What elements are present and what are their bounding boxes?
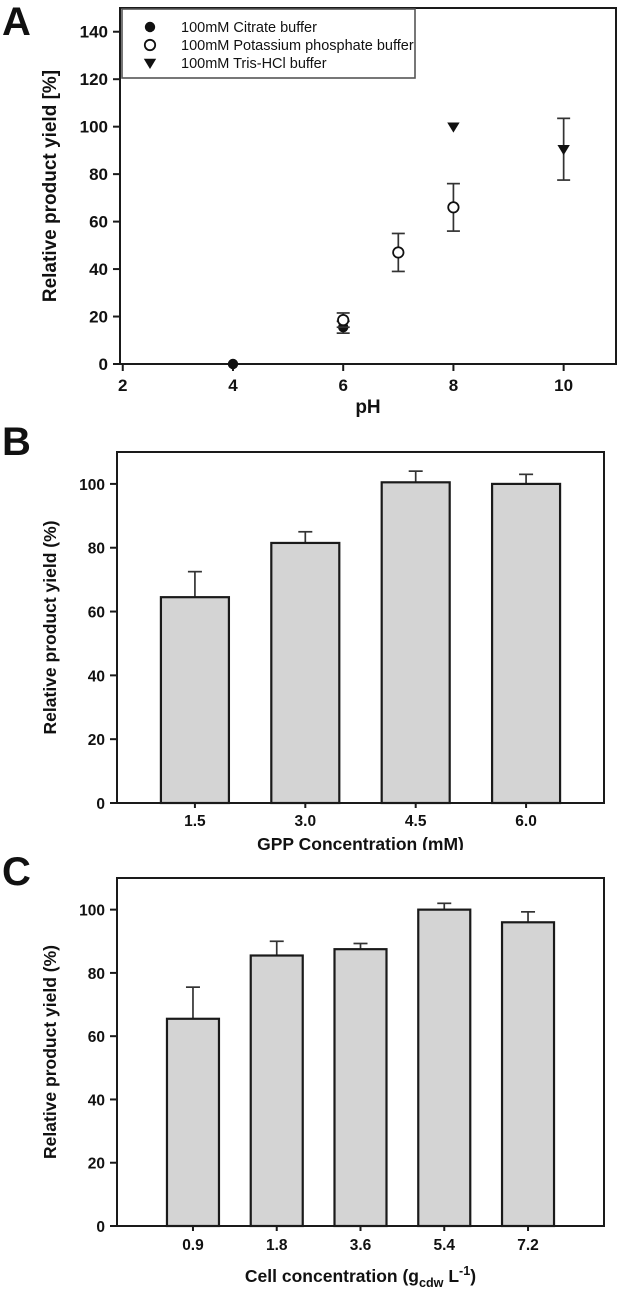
- x-tick-label: 5.4: [433, 1237, 455, 1254]
- x-axis-label-superscript: -1: [459, 1264, 470, 1278]
- y-tick-label: 100: [80, 118, 108, 137]
- x-tick-label: 7.2: [517, 1237, 539, 1254]
- data-point-open-circle: [392, 246, 405, 259]
- legend-label: 100mM Tris-HCl buffer: [181, 56, 327, 72]
- y-tick-label: 120: [80, 70, 108, 89]
- data-point-filled-circle: [227, 358, 239, 370]
- x-axis-label-main: Cell concentration (g: [245, 1266, 419, 1286]
- y-tick-label: 20: [88, 1156, 105, 1173]
- data-point-open-circle: [143, 38, 157, 52]
- bar: [500, 921, 556, 1228]
- y-axis-label: Relative product yield (%): [40, 521, 60, 735]
- plot-frame: [119, 7, 617, 365]
- bar: [159, 596, 231, 805]
- y-tick-label: 60: [89, 213, 108, 232]
- x-tick-label: 3.0: [295, 813, 317, 830]
- x-axis-label-main: ): [470, 1266, 476, 1286]
- x-axis-label-subscript: cdw: [419, 1276, 444, 1290]
- y-tick-label: 20: [89, 308, 108, 327]
- panel-b: B 0 20 40 60 80 100 Relative product yield (%)…: [0, 420, 623, 850]
- x-tick-label: 6: [338, 376, 347, 395]
- x-axis-label: pH: [355, 397, 380, 418]
- legend-label: 100mM Citrate buffer: [181, 20, 317, 36]
- y-tick-label: 0: [99, 355, 108, 374]
- x-tick-label: 10: [554, 376, 573, 395]
- x-tick-label: 1.8: [266, 1237, 288, 1254]
- y-tick-label: 60: [88, 1029, 105, 1046]
- y-tick-label: 80: [88, 966, 105, 983]
- panel-c: C 0 20 40 60 80 100 Relative product yield (%)…: [0, 850, 623, 1293]
- legend-label: 100mM Potassium phosphate buffer: [181, 38, 414, 54]
- plot-frame: [116, 451, 605, 804]
- data-point-triangle-down: [143, 58, 157, 69]
- x-tick-label: 2: [118, 376, 127, 395]
- x-tick-label: 6.0: [515, 813, 537, 830]
- x-tick-label: 4.5: [405, 813, 427, 830]
- y-tick-label: 40: [89, 260, 108, 279]
- data-point-triangle-down: [447, 122, 460, 133]
- x-tick-label: 4: [228, 376, 238, 395]
- data-point-open-circle: [447, 201, 460, 214]
- legend-box: [121, 8, 416, 79]
- y-tick-label: 140: [80, 23, 108, 42]
- x-tick-label: 8: [449, 376, 458, 395]
- bar: [249, 954, 304, 1228]
- bar: [380, 481, 451, 805]
- y-tick-label: 80: [88, 541, 105, 558]
- bar: [165, 1017, 221, 1228]
- panel-c-letter: C: [2, 850, 31, 894]
- x-axis-label: GPP Concentration (mM): [257, 834, 464, 850]
- y-tick-label: 100: [79, 903, 105, 920]
- bar: [270, 541, 341, 805]
- y-tick-label: 0: [96, 1219, 105, 1236]
- bar: [417, 908, 472, 1228]
- panel-a: A 0 20 40 60 80 100 120 140 Relative product yie…: [0, 0, 623, 420]
- y-tick-label: 40: [88, 668, 105, 685]
- y-tick-label: 60: [88, 605, 105, 622]
- panel-c-bar-chart: 0 20 40 60 80 100 Relative product yield (%) 0.…: [40, 877, 605, 1290]
- y-axis-label: Relative product yield [%]: [40, 70, 61, 302]
- data-point-open-circle: [337, 313, 350, 327]
- data-point-triangle-down: [557, 145, 570, 156]
- y-tick-label: 80: [89, 165, 108, 184]
- panel-a-scatter-chart: 0 20 40 60 80 100 120 140 Relative product yield…: [40, 7, 617, 418]
- data-point-filled-circle: [144, 21, 156, 33]
- panel-b-letter: B: [2, 420, 31, 464]
- x-axis-label: Cell concentration (gcdw L-1): [245, 1264, 476, 1290]
- bar: [333, 948, 388, 1228]
- y-tick-label: 20: [88, 732, 105, 749]
- bar: [490, 482, 562, 805]
- y-tick-label: 0: [96, 796, 105, 813]
- panel-a-letter: A: [2, 0, 31, 44]
- y-tick-label: 40: [88, 1092, 105, 1109]
- y-axis-label: Relative product yield (%): [40, 945, 60, 1159]
- y-tick-label: 100: [79, 477, 105, 494]
- x-tick-label: 3.6: [350, 1237, 372, 1254]
- x-tick-label: 0.9: [182, 1237, 204, 1254]
- x-tick-label: 1.5: [184, 813, 206, 830]
- panel-b-bar-chart: 0 20 40 60 80 100 Relative product yield (%) 1.…: [40, 451, 605, 850]
- x-axis-label-main: L: [443, 1266, 459, 1286]
